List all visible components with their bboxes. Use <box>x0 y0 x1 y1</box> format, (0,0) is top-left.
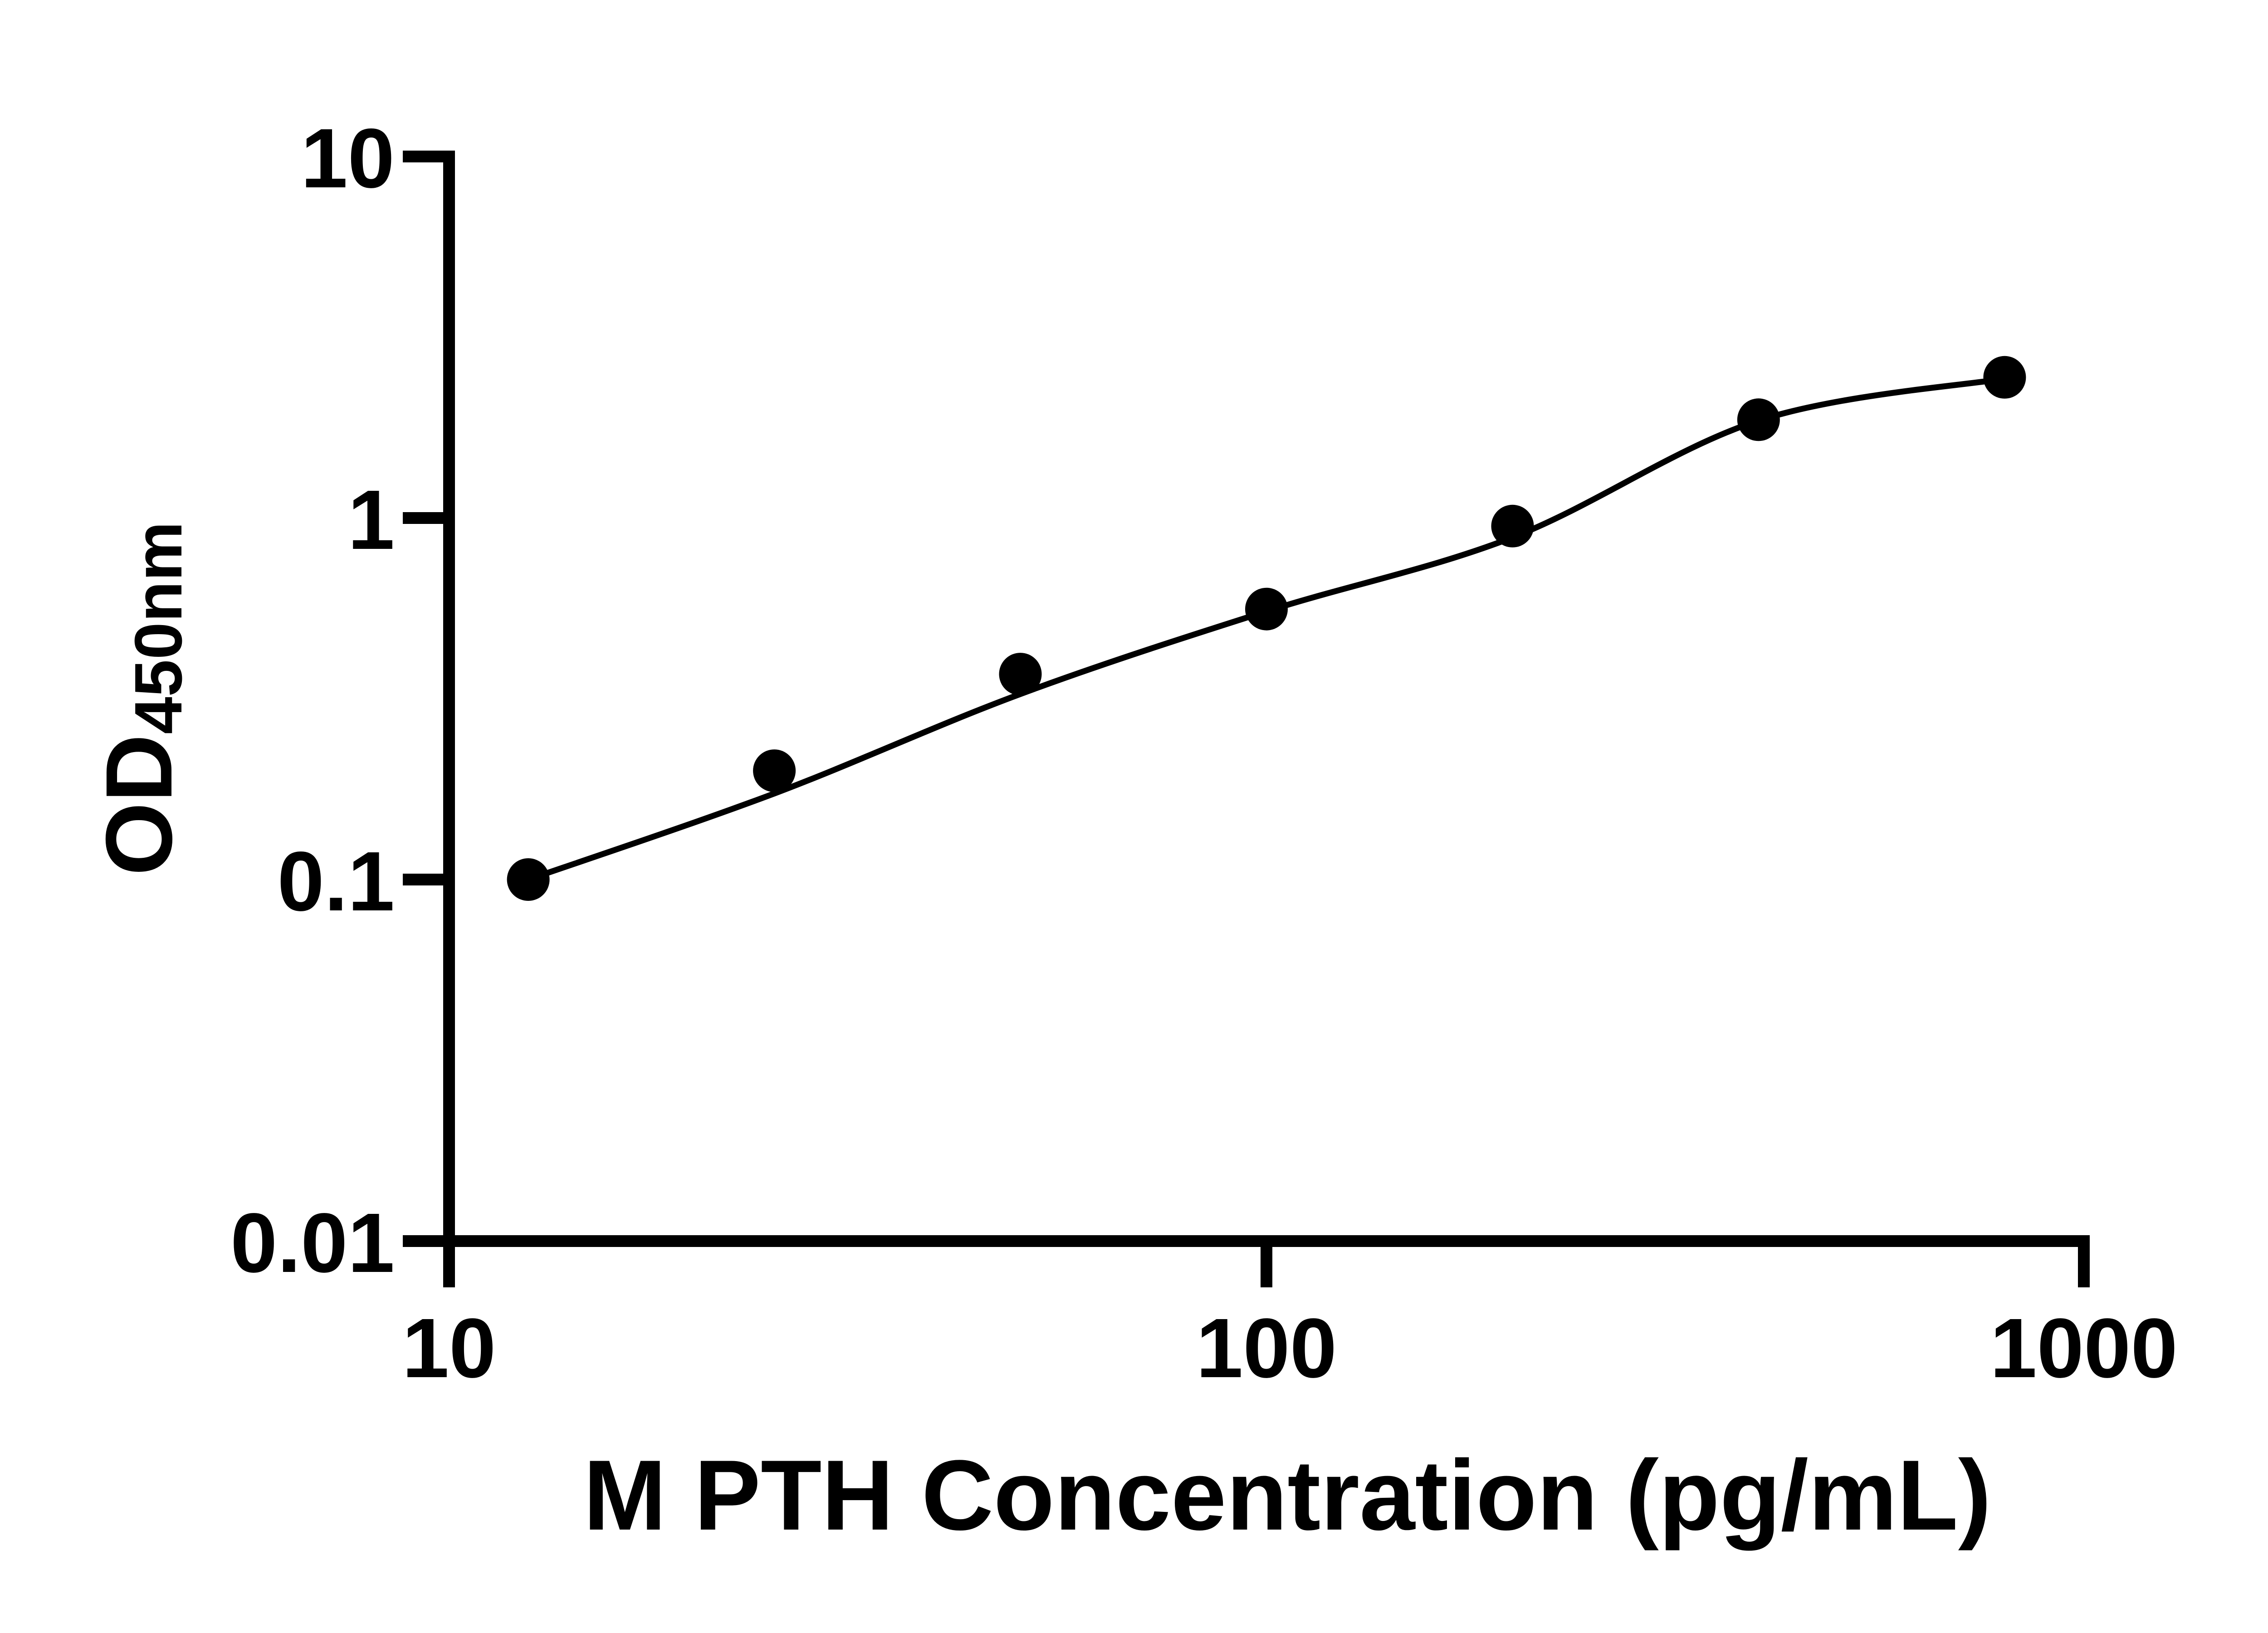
y-tick-label: 0.1 <box>277 835 395 929</box>
y-axis-title-sub: 450nm <box>121 522 196 734</box>
data-point-marker <box>999 653 1042 696</box>
x-tick-label: 1000 <box>1990 1301 2178 1395</box>
data-point-marker <box>1983 356 2026 399</box>
y-tick-label: 1 <box>348 473 395 567</box>
x-axis-title: M PTH Concentration (pg/mL) <box>583 1439 1991 1551</box>
data-point-marker <box>1491 504 1534 548</box>
data-point-marker <box>753 749 796 792</box>
x-tick-label: 10 <box>402 1301 496 1395</box>
data-point-marker <box>1737 398 1780 441</box>
data-point-marker <box>1245 587 1288 631</box>
data-point-marker <box>507 858 550 901</box>
y-axis-title: OD450nm <box>87 522 196 876</box>
y-tick-label: 10 <box>301 112 395 205</box>
y-axis-title-main: OD <box>87 734 192 875</box>
y-tick-label: 0.01 <box>230 1196 395 1290</box>
x-tick-label: 100 <box>1196 1301 1337 1395</box>
plot-layer <box>507 356 2026 901</box>
